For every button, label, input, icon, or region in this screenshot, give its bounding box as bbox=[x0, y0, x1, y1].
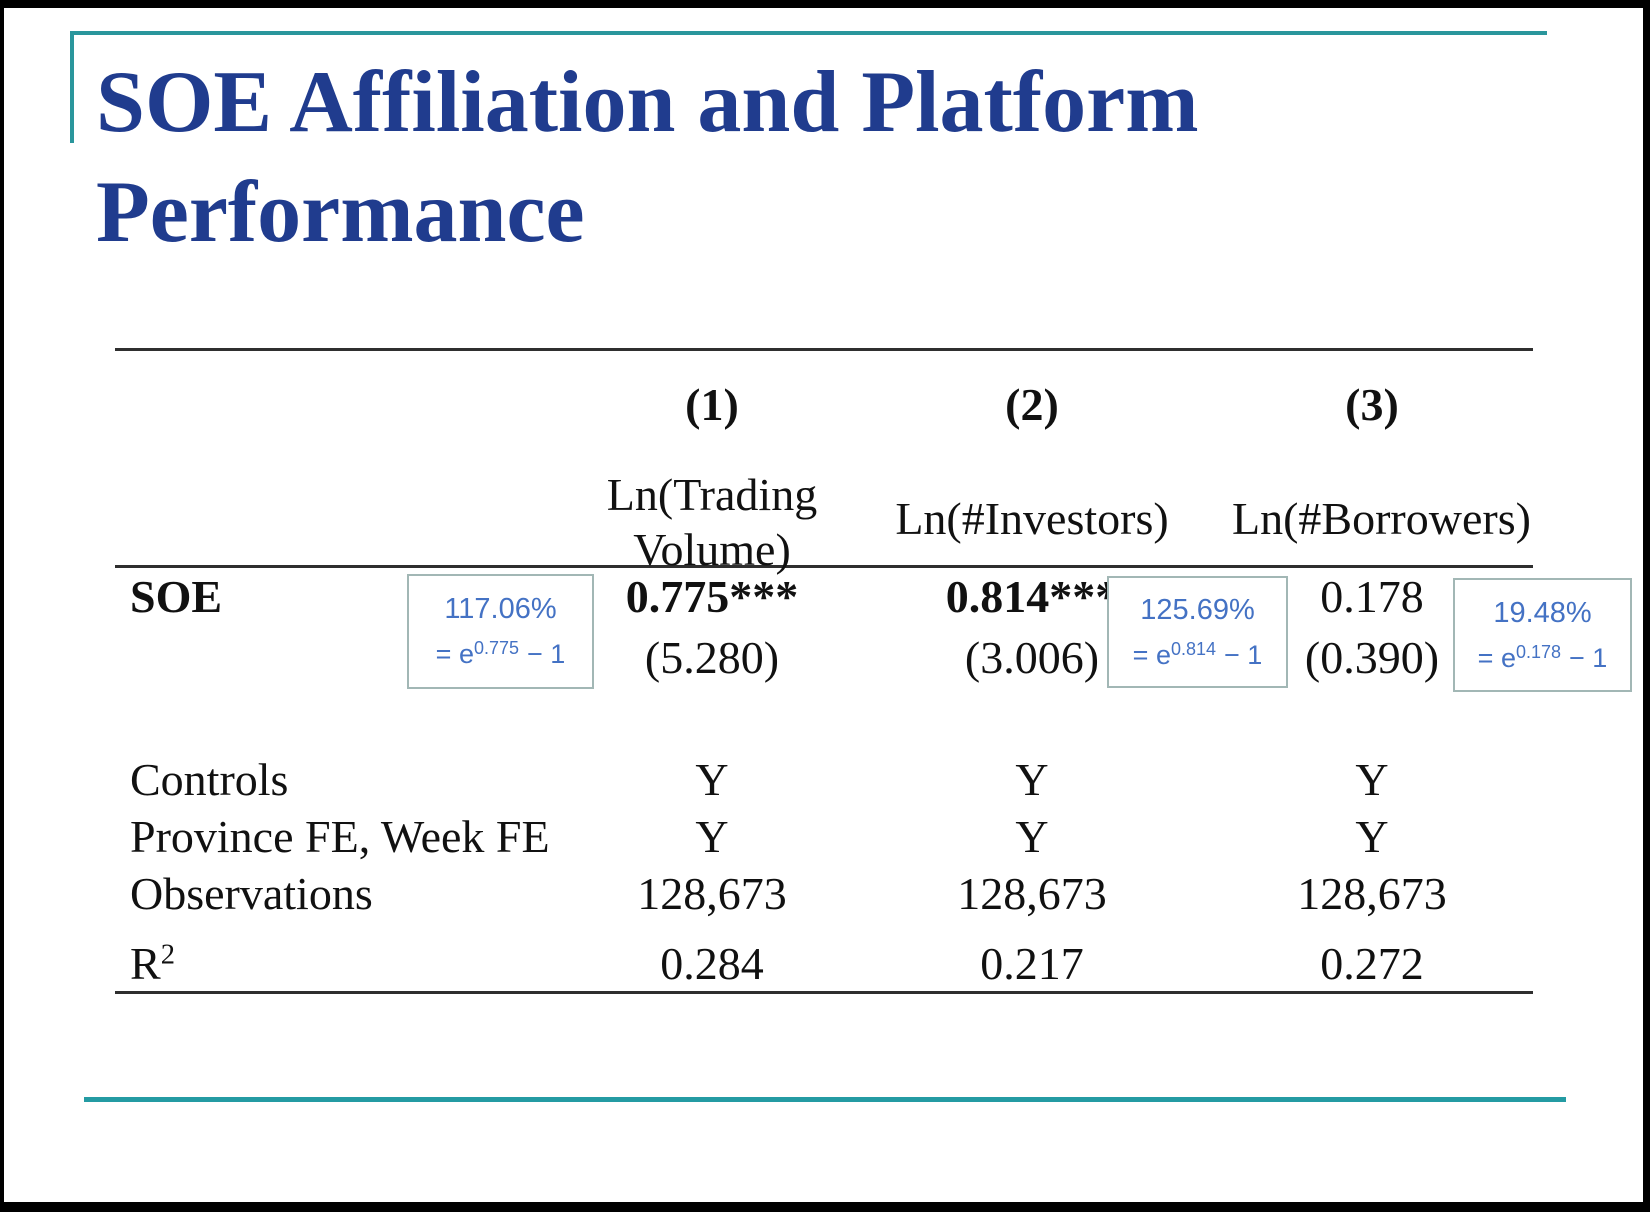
dep-var-header-investors: Ln(#Investors) bbox=[895, 493, 1169, 544]
marginal-effect-percent-1: 117.06% bbox=[444, 593, 557, 625]
screen-frame-left bbox=[0, 0, 4, 1212]
fe-value-1: Y bbox=[695, 811, 729, 862]
fe-value-2: Y bbox=[1015, 811, 1049, 862]
dep-var-header-trading-volume: Ln(Trading Volume) bbox=[606, 469, 818, 575]
marginal-effect-callout-3: 19.48% = e0.178 − 1 bbox=[1453, 578, 1632, 692]
observations-value-2: 128,673 bbox=[957, 868, 1107, 919]
formula-exponent: 0.178 bbox=[1515, 641, 1562, 662]
soe-tstat-3: (0.390) bbox=[1304, 632, 1440, 683]
column-number-1: (1) bbox=[685, 379, 739, 430]
r2-value-1: 0.284 bbox=[660, 938, 764, 989]
dep-var-header-borrowers: Ln(#Borrowers) bbox=[1232, 493, 1531, 544]
soe-coef-3: 0.178 bbox=[1320, 571, 1424, 622]
marginal-effect-formula-3: = e0.178 − 1 bbox=[1477, 641, 1608, 673]
marginal-effect-callout-1: 117.06% = e0.775 − 1 bbox=[407, 574, 594, 689]
screen-frame-bottom bbox=[0, 1202, 1650, 1212]
table-rule-bottom bbox=[115, 991, 1533, 994]
soe-coef-1: 0.775*** bbox=[625, 571, 799, 622]
formula-prefix: = e bbox=[1477, 642, 1516, 673]
formula-suffix: − 1 bbox=[1569, 642, 1608, 673]
formula-suffix: − 1 bbox=[1224, 639, 1263, 670]
r2-value-2: 0.217 bbox=[980, 938, 1084, 989]
table-rule-mid bbox=[115, 565, 1533, 568]
r-squared-sup: 2 bbox=[160, 939, 175, 971]
table-rule-top bbox=[115, 348, 1533, 351]
soe-coef-2: 0.814*** bbox=[945, 571, 1119, 622]
controls-value-3: Y bbox=[1355, 754, 1389, 805]
controls-value-1: Y bbox=[695, 754, 729, 805]
marginal-effect-callout-2: 125.69% = e0.814 − 1 bbox=[1107, 576, 1288, 688]
title-accent-line-left bbox=[70, 31, 74, 143]
formula-exponent: 0.775 bbox=[473, 638, 520, 658]
row-label-fixed-effects: Province FE, Week FE bbox=[130, 811, 550, 862]
soe-tstat-2: (3.006) bbox=[964, 632, 1100, 683]
marginal-effect-formula-2: = e0.814 − 1 bbox=[1132, 638, 1263, 670]
row-label-controls: Controls bbox=[130, 754, 289, 805]
marginal-effect-percent-3: 19.48% bbox=[1493, 596, 1592, 629]
row-label-soe: SOE bbox=[130, 571, 223, 622]
row-label-observations: Observations bbox=[130, 868, 373, 919]
fe-value-3: Y bbox=[1355, 811, 1389, 862]
footer-accent-line bbox=[84, 1097, 1566, 1102]
r-squared-base: R bbox=[130, 938, 161, 989]
soe-tstat-1: (5.280) bbox=[644, 632, 780, 683]
formula-suffix: − 1 bbox=[527, 639, 566, 669]
formula-prefix: = e bbox=[435, 639, 474, 669]
slide-title-line1: SOE Affiliation and Platform bbox=[96, 54, 1199, 151]
column-number-3: (3) bbox=[1345, 379, 1399, 430]
screen-frame-right bbox=[1643, 0, 1650, 1212]
formula-prefix: = e bbox=[1132, 639, 1171, 670]
marginal-effect-percent-2: 125.69% bbox=[1140, 593, 1255, 626]
slide-title: SOE Affiliation and Platform Performance bbox=[96, 48, 1496, 268]
screen-frame-top bbox=[0, 0, 1650, 8]
slide-title-line2: Performance bbox=[96, 164, 585, 261]
r2-value-3: 0.272 bbox=[1320, 938, 1424, 989]
marginal-effect-formula-1: = e0.775 − 1 bbox=[435, 638, 566, 669]
column-number-2: (2) bbox=[1005, 379, 1059, 430]
row-label-r-squared: R2 bbox=[130, 939, 175, 989]
controls-value-2: Y bbox=[1015, 754, 1049, 805]
title-accent-line-top bbox=[70, 31, 1547, 35]
observations-value-3: 128,673 bbox=[1297, 868, 1447, 919]
observations-value-1: 128,673 bbox=[637, 868, 787, 919]
formula-exponent: 0.814 bbox=[1170, 638, 1217, 659]
